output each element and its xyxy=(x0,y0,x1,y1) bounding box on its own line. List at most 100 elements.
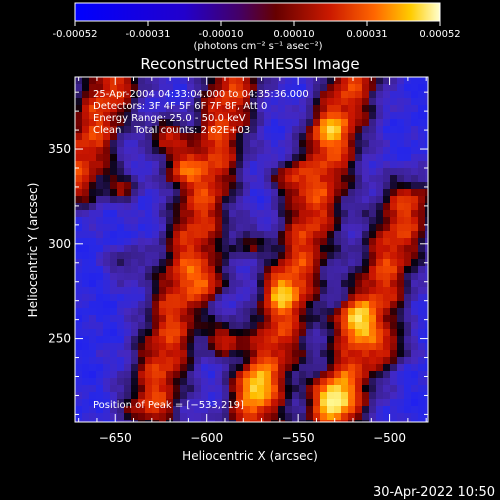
heatmap-cell xyxy=(236,371,244,379)
heatmap-cell xyxy=(397,301,405,309)
heatmap-cell xyxy=(313,231,321,239)
heatmap-cell xyxy=(187,392,195,400)
heatmap-cell xyxy=(257,105,265,113)
heatmap-cell xyxy=(383,252,391,260)
heatmap-cell xyxy=(376,364,384,372)
heatmap-cell xyxy=(425,280,428,288)
heatmap-cell xyxy=(131,133,139,141)
heatmap-cell xyxy=(208,385,216,393)
heatmap-cell xyxy=(75,399,83,407)
heatmap-cell xyxy=(222,336,230,344)
heatmap-cell xyxy=(250,371,258,379)
heatmap-cell xyxy=(138,161,146,169)
heatmap-cell xyxy=(194,301,202,309)
heatmap-cell xyxy=(404,112,412,120)
heatmap-cell xyxy=(425,98,428,106)
heatmap-cell xyxy=(152,119,160,127)
heatmap-cell xyxy=(159,210,167,218)
heatmap-cell xyxy=(145,126,153,134)
heatmap-cell xyxy=(404,301,412,309)
heatmap-cell xyxy=(425,133,428,141)
heatmap-cell xyxy=(222,224,230,232)
heatmap-cell xyxy=(285,77,293,85)
heatmap-cell xyxy=(257,315,265,323)
heatmap-cell xyxy=(306,98,314,106)
heatmap-cell xyxy=(264,308,272,316)
heatmap-cell xyxy=(236,357,244,365)
heatmap-cell xyxy=(96,147,104,155)
heatmap-cell xyxy=(355,266,363,274)
heatmap-cell xyxy=(257,147,265,155)
heatmap-cell xyxy=(376,294,384,302)
heatmap-cell xyxy=(194,315,202,323)
heatmap-cell xyxy=(201,273,209,281)
heatmap-cell xyxy=(334,280,342,288)
heatmap-cell xyxy=(306,147,314,155)
heatmap-cell xyxy=(341,308,349,316)
heatmap-cell xyxy=(89,273,97,281)
colorbar-tick-label: -0.00052 xyxy=(53,29,98,40)
heatmap-cell xyxy=(355,315,363,323)
colorbar-tick-label: -0.00010 xyxy=(199,29,244,40)
heatmap-cell xyxy=(103,203,111,211)
heatmap-cell xyxy=(159,371,167,379)
heatmap-cell xyxy=(411,217,419,225)
heatmap-cell xyxy=(82,308,90,316)
heatmap-cell xyxy=(397,217,405,225)
heatmap-cell xyxy=(264,217,272,225)
heatmap-cell xyxy=(376,84,384,92)
heatmap-cell xyxy=(404,350,412,358)
heatmap-cell xyxy=(271,399,279,407)
heatmap-cell xyxy=(173,273,181,281)
heatmap-cell xyxy=(89,217,97,225)
heatmap-cell xyxy=(369,350,377,358)
heatmap-cell xyxy=(362,189,370,197)
heatmap-cell xyxy=(250,329,258,337)
heatmap-cell xyxy=(348,413,356,421)
heatmap-cell xyxy=(124,392,132,400)
heatmap-cell xyxy=(278,168,286,176)
heatmap-cell xyxy=(145,252,153,260)
heatmap-cell xyxy=(418,231,426,239)
heatmap-cell xyxy=(166,203,174,211)
heatmap-cell xyxy=(411,280,419,288)
heatmap-cell xyxy=(180,252,188,260)
heatmap-cell xyxy=(96,336,104,344)
heatmap-cell xyxy=(299,84,307,92)
heatmap-cell xyxy=(418,217,426,225)
heatmap-cell xyxy=(327,266,335,274)
heatmap-cell xyxy=(201,280,209,288)
heatmap-cell xyxy=(397,357,405,365)
heatmap-cell xyxy=(124,350,132,358)
heatmap-cell xyxy=(117,364,125,372)
heatmap-cell xyxy=(257,392,265,400)
heatmap-cell xyxy=(180,399,188,407)
heatmap-cell xyxy=(285,203,293,211)
heatmap-cell xyxy=(194,308,202,316)
heatmap-cell xyxy=(411,119,419,127)
heatmap-cell xyxy=(376,322,384,330)
heatmap-cell xyxy=(208,308,216,316)
heatmap-cell xyxy=(369,217,377,225)
heatmap-cell xyxy=(327,182,335,190)
heatmap-cell xyxy=(138,231,146,239)
heatmap-cell xyxy=(369,112,377,120)
heatmap-cell xyxy=(131,140,139,148)
heatmap-cell xyxy=(404,105,412,113)
heatmap-cell xyxy=(404,336,412,344)
heatmap-cell xyxy=(180,350,188,358)
heatmap-cell xyxy=(390,147,398,155)
heatmap-cell xyxy=(264,119,272,127)
heatmap-cell xyxy=(82,119,90,127)
heatmap-cell xyxy=(138,112,146,120)
heatmap-cell xyxy=(299,147,307,155)
heatmap-cell xyxy=(250,315,258,323)
heatmap-cell xyxy=(313,322,321,330)
heatmap-cell xyxy=(159,245,167,253)
heatmap-cell xyxy=(159,343,167,351)
heatmap-cell xyxy=(215,119,223,127)
heatmap-cell xyxy=(257,385,265,393)
heatmap-cell xyxy=(313,413,321,421)
heatmap-cell xyxy=(180,385,188,393)
heatmap-cell xyxy=(341,161,349,169)
